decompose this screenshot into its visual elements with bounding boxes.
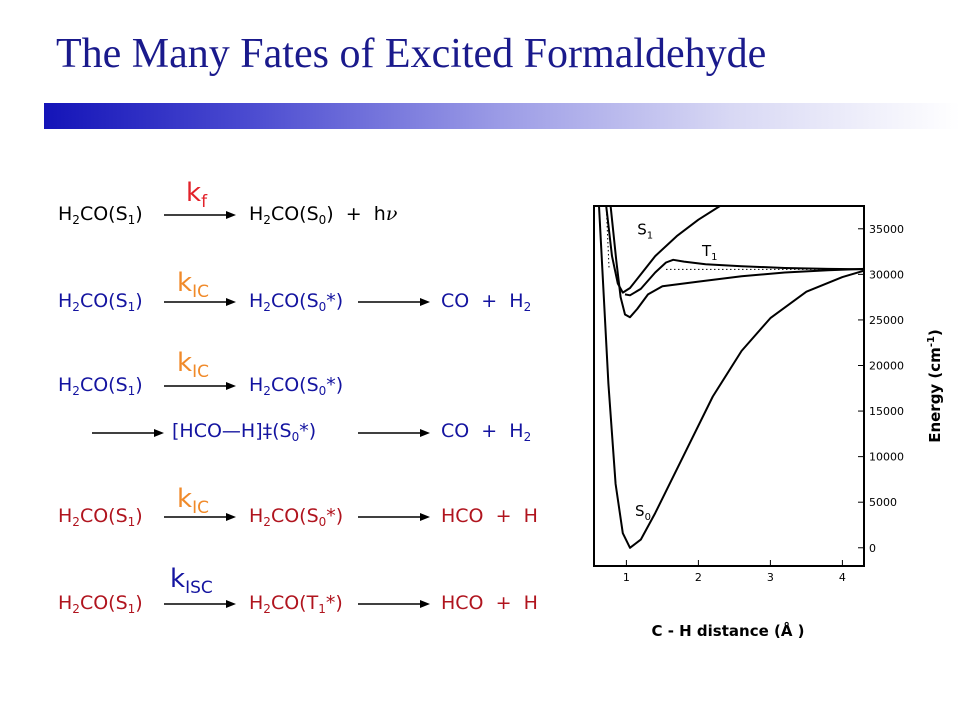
y-tick-label: 0	[869, 542, 876, 555]
reaction2-arrow-2	[358, 298, 430, 306]
reaction2-arrow-1	[164, 298, 236, 306]
reaction4-reactant: H2CO(S1)	[58, 505, 143, 529]
potential-energy-figure: 1 2 3 4 0 5000 10000 15000 20000 25000 30000 35000…	[593, 205, 944, 640]
rate-constant-kisc: kISC	[170, 564, 213, 598]
reaction2-intermediate: H2CO(S0*)	[249, 290, 344, 314]
y-tick-label: 15000	[869, 405, 904, 418]
reaction5-reactant: H2CO(S1)	[58, 592, 143, 616]
y-tick-label: 35000	[869, 223, 904, 236]
reaction4-product: HCO + H	[441, 505, 538, 527]
reaction3-arrow-1	[164, 382, 236, 390]
state-label-s0: S0	[635, 502, 651, 523]
reaction4-arrow-1	[164, 513, 236, 521]
curve-s1-lower	[609, 205, 865, 319]
plot-frame	[593, 205, 865, 567]
y-axis-label: Energy (cm-1)	[926, 329, 944, 443]
y-tick-label: 20000	[869, 359, 904, 372]
y-ticks: 0 5000 10000 15000 20000 25000 30000 35000	[858, 223, 904, 555]
rate-constant-kf: kf	[186, 178, 208, 212]
title-gradient-bar	[44, 103, 960, 129]
curve-t1	[624, 258, 865, 297]
reaction3-arrow-3	[358, 429, 430, 437]
state-label-t1: T1	[701, 242, 718, 263]
x-tick-label: 2	[695, 571, 702, 584]
x-tick-label: 3	[767, 571, 774, 584]
reaction3-reactant: H2CO(S1)	[58, 374, 143, 398]
reaction4-intermediate: H2CO(S0*)	[249, 505, 344, 529]
reaction1-reactant: H2CO(S1)	[58, 203, 143, 227]
y-tick-label: 10000	[869, 451, 904, 464]
rate-constant-kic-2: kIC	[177, 348, 209, 382]
reaction4-arrow-2	[358, 513, 430, 521]
dotted-vertical-line	[605, 205, 610, 270]
y-tick-label: 25000	[869, 314, 904, 327]
reaction2-reactant: H2CO(S1)	[58, 290, 143, 314]
reaction2-product: CO + H2	[441, 290, 532, 314]
reaction5-arrow-1	[164, 600, 236, 608]
x-tick-label: 4	[839, 571, 846, 584]
y-tick-label: 30000	[869, 268, 904, 281]
reaction3-arrow-2	[92, 429, 164, 437]
curve-s0	[598, 205, 865, 549]
reaction1-product: H2CO(S0) + hν	[249, 203, 398, 227]
reaction1-arrow	[164, 211, 236, 219]
rate-constant-kic-3: kIC	[177, 484, 209, 518]
x-axis-label: C - H distance (Å )	[651, 621, 804, 640]
reaction5-product: HCO + H	[441, 592, 538, 614]
state-label-s1: S1	[637, 220, 653, 241]
reaction3-intermediate: H2CO(S0*)	[249, 374, 344, 398]
reaction5-arrow-2	[358, 600, 430, 608]
y-tick-label: 5000	[869, 496, 897, 509]
slide-title: The Many Fates of Excited Formaldehyde	[56, 31, 767, 77]
reaction3-product: CO + H2	[441, 420, 532, 444]
curve-s1-upper	[605, 205, 721, 294]
x-tick-label: 1	[623, 571, 630, 584]
reaction3-transition-state: [HCO—H]‡(S0*)	[172, 420, 317, 444]
reaction5-intermediate: H2CO(T1*)	[249, 592, 343, 616]
rate-constant-kic-1: kIC	[177, 268, 209, 302]
x-ticks: 1 2 3 4	[623, 560, 846, 584]
energy-curves	[598, 205, 865, 549]
